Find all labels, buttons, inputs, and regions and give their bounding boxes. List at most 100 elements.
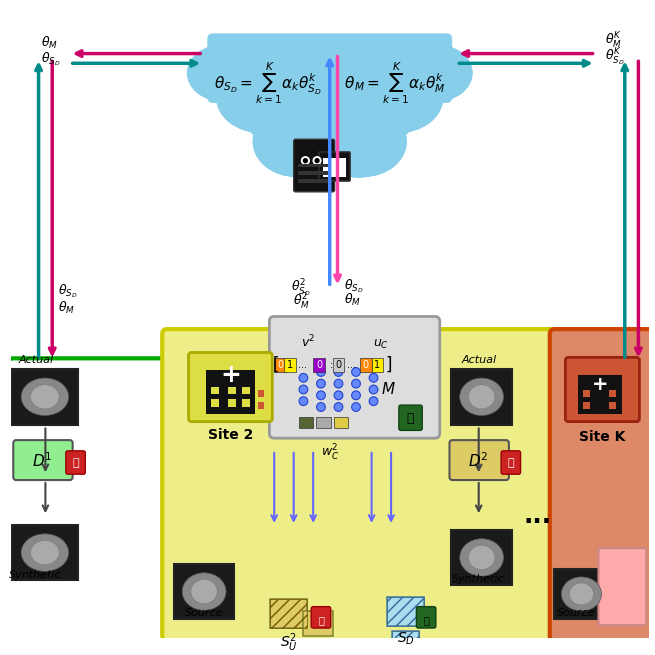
Circle shape <box>213 54 271 112</box>
FancyBboxPatch shape <box>333 358 345 372</box>
FancyBboxPatch shape <box>162 329 557 641</box>
Text: Synthetic: Synthetic <box>9 571 62 580</box>
Text: 1: 1 <box>375 360 381 370</box>
FancyBboxPatch shape <box>319 152 350 181</box>
Circle shape <box>313 157 321 164</box>
FancyBboxPatch shape <box>583 402 590 409</box>
Circle shape <box>334 391 343 400</box>
Text: $M$: $M$ <box>381 381 396 398</box>
FancyBboxPatch shape <box>293 140 335 192</box>
Circle shape <box>316 367 326 377</box>
Text: $D^2$: $D^2$ <box>468 451 489 470</box>
Text: $\theta_M$: $\theta_M$ <box>345 292 362 309</box>
Text: 0: 0 <box>335 360 341 370</box>
FancyBboxPatch shape <box>371 358 383 372</box>
Circle shape <box>259 96 341 178</box>
Circle shape <box>352 379 360 388</box>
FancyBboxPatch shape <box>284 358 295 372</box>
Circle shape <box>352 391 360 400</box>
FancyBboxPatch shape <box>360 358 371 372</box>
Text: $S_U^2$: $S_U^2$ <box>280 631 298 654</box>
Text: $\theta_{S_D}^2$: $\theta_{S_D}^2$ <box>291 278 310 299</box>
FancyBboxPatch shape <box>303 610 333 636</box>
FancyBboxPatch shape <box>399 405 422 430</box>
Circle shape <box>334 403 343 411</box>
FancyBboxPatch shape <box>297 172 331 176</box>
FancyBboxPatch shape <box>12 369 77 424</box>
Ellipse shape <box>271 73 388 160</box>
Text: $\theta_{S_D}$: $\theta_{S_D}$ <box>58 282 78 300</box>
Text: ...: ... <box>346 360 356 370</box>
Ellipse shape <box>460 538 504 576</box>
Ellipse shape <box>217 64 305 132</box>
Text: +: + <box>592 375 608 394</box>
FancyBboxPatch shape <box>297 164 331 168</box>
Text: $u_C$: $u_C$ <box>373 337 389 350</box>
Ellipse shape <box>561 577 601 611</box>
FancyBboxPatch shape <box>311 607 331 628</box>
Circle shape <box>369 397 378 405</box>
FancyBboxPatch shape <box>13 440 73 480</box>
Ellipse shape <box>569 583 593 605</box>
FancyBboxPatch shape <box>553 569 609 619</box>
Ellipse shape <box>403 47 471 100</box>
FancyBboxPatch shape <box>299 640 337 655</box>
Ellipse shape <box>468 546 495 569</box>
Text: $\theta_{S_D}$: $\theta_{S_D}$ <box>41 50 60 68</box>
Circle shape <box>316 391 326 400</box>
FancyBboxPatch shape <box>211 386 219 394</box>
FancyBboxPatch shape <box>451 530 512 585</box>
Circle shape <box>276 64 383 170</box>
Circle shape <box>299 373 308 382</box>
FancyBboxPatch shape <box>242 400 250 407</box>
Text: Source: Source <box>185 608 223 618</box>
FancyBboxPatch shape <box>274 358 286 372</box>
Ellipse shape <box>189 47 257 100</box>
Ellipse shape <box>254 107 337 176</box>
Circle shape <box>334 367 343 377</box>
FancyBboxPatch shape <box>609 390 616 398</box>
FancyBboxPatch shape <box>229 400 236 407</box>
Text: $w_C^2$: $w_C^2$ <box>320 443 339 463</box>
Ellipse shape <box>21 378 69 415</box>
FancyBboxPatch shape <box>271 599 307 628</box>
FancyBboxPatch shape <box>66 451 85 474</box>
Ellipse shape <box>460 378 504 415</box>
FancyBboxPatch shape <box>242 386 250 394</box>
Circle shape <box>352 403 360 411</box>
FancyBboxPatch shape <box>229 386 236 394</box>
FancyBboxPatch shape <box>9 358 169 641</box>
Ellipse shape <box>354 64 441 132</box>
FancyBboxPatch shape <box>392 631 419 654</box>
Text: ...: ... <box>523 504 552 528</box>
Circle shape <box>315 159 319 162</box>
FancyBboxPatch shape <box>583 390 590 398</box>
Text: Synthetic: Synthetic <box>453 574 505 584</box>
Circle shape <box>237 64 315 141</box>
Text: $v^2$: $v^2$ <box>301 334 316 350</box>
FancyBboxPatch shape <box>609 402 616 409</box>
Ellipse shape <box>21 534 69 571</box>
FancyBboxPatch shape <box>174 564 234 619</box>
Circle shape <box>303 159 307 162</box>
FancyBboxPatch shape <box>257 402 265 409</box>
Text: Actual: Actual <box>461 355 496 365</box>
Text: +: + <box>220 363 241 387</box>
FancyBboxPatch shape <box>206 370 255 414</box>
FancyBboxPatch shape <box>333 417 348 428</box>
Text: 🔒: 🔒 <box>72 458 79 468</box>
FancyBboxPatch shape <box>313 358 325 372</box>
Circle shape <box>388 54 447 112</box>
Circle shape <box>369 373 378 382</box>
Text: $\theta_{S_D}$: $\theta_{S_D}$ <box>345 278 364 295</box>
FancyBboxPatch shape <box>451 369 512 424</box>
Circle shape <box>301 157 309 164</box>
Ellipse shape <box>468 384 495 409</box>
FancyBboxPatch shape <box>323 158 346 178</box>
Ellipse shape <box>322 107 405 176</box>
Circle shape <box>316 379 326 388</box>
FancyBboxPatch shape <box>449 440 509 480</box>
Ellipse shape <box>182 572 226 610</box>
Text: 🔒: 🔒 <box>508 458 514 468</box>
Text: [: [ <box>273 356 280 374</box>
